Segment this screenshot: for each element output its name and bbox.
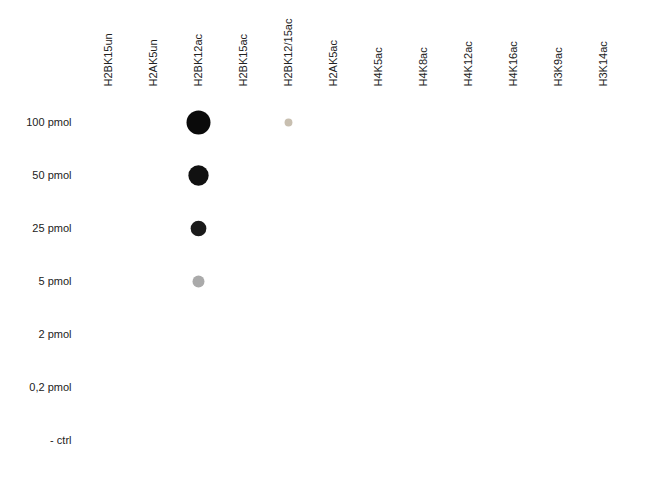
- svg-text:50 pmol: 50 pmol: [32, 169, 71, 181]
- svg-text:H3K9ac: H3K9ac: [552, 47, 564, 87]
- svg-text:H2BK12/15ac: H2BK12/15ac: [282, 18, 294, 86]
- svg-text:100 pmol: 100 pmol: [26, 116, 71, 128]
- svg-text:H2AK5ac: H2AK5ac: [327, 40, 339, 87]
- svg-text:H2AK5un: H2AK5un: [147, 39, 159, 86]
- svg-text:H2BK12ac: H2BK12ac: [192, 33, 204, 86]
- svg-text:H4K8ac: H4K8ac: [417, 47, 429, 87]
- svg-text:0,2 pmol: 0,2 pmol: [29, 381, 71, 393]
- svg-text:H4K12ac: H4K12ac: [462, 41, 474, 87]
- svg-text:H4K5ac: H4K5ac: [372, 47, 384, 87]
- svg-text:25 pmol: 25 pmol: [32, 222, 71, 234]
- svg-text:H3K14ac: H3K14ac: [597, 41, 609, 87]
- svg-text:H2BK15ac: H2BK15ac: [237, 33, 249, 86]
- svg-text:5 pmol: 5 pmol: [38, 275, 71, 287]
- svg-text:2 pmol: 2 pmol: [38, 328, 71, 340]
- svg-text:H2BK15un: H2BK15un: [102, 33, 114, 86]
- svg-text:H4K16ac: H4K16ac: [507, 41, 519, 87]
- svg-text:- ctrl: - ctrl: [50, 434, 71, 446]
